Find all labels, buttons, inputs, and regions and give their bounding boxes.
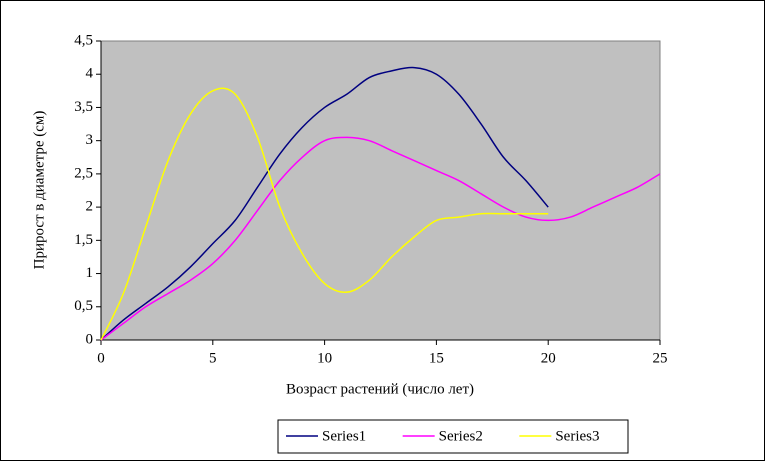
x-tick-label: 0: [97, 350, 105, 366]
y-tick-label: 4: [86, 66, 94, 82]
x-tick-label: 20: [541, 350, 556, 366]
legend-label: Series1: [322, 428, 366, 444]
x-tick-label: 10: [317, 350, 332, 366]
y-tick-label: 0,5: [74, 298, 93, 314]
y-tick-label: 0: [86, 331, 94, 347]
legend-box: [277, 419, 629, 454]
y-tick-label: 1,5: [74, 232, 93, 248]
plot-area: [100, 40, 661, 341]
x-tick-label: 15: [429, 350, 444, 366]
x-tick-label: 5: [209, 350, 217, 366]
y-axis-title: Прирост в диаметре (см): [31, 111, 47, 270]
y-tick-label: 2,5: [74, 165, 93, 181]
y-tick-label: 1: [86, 265, 94, 281]
y-tick-label: 4,5: [74, 32, 93, 48]
legend-label: Series2: [439, 428, 483, 444]
x-axis-title: Возраст растений (число лет): [286, 381, 474, 397]
y-tick-label: 2: [86, 199, 94, 215]
y-tick-label: 3,5: [74, 99, 93, 115]
x-tick-label: 25: [653, 350, 668, 366]
series-line: [100, 66, 549, 341]
y-tick-label: 3: [86, 132, 94, 148]
series-line: [100, 136, 661, 341]
series-line: [100, 87, 549, 341]
legend-label: Series3: [555, 428, 599, 444]
